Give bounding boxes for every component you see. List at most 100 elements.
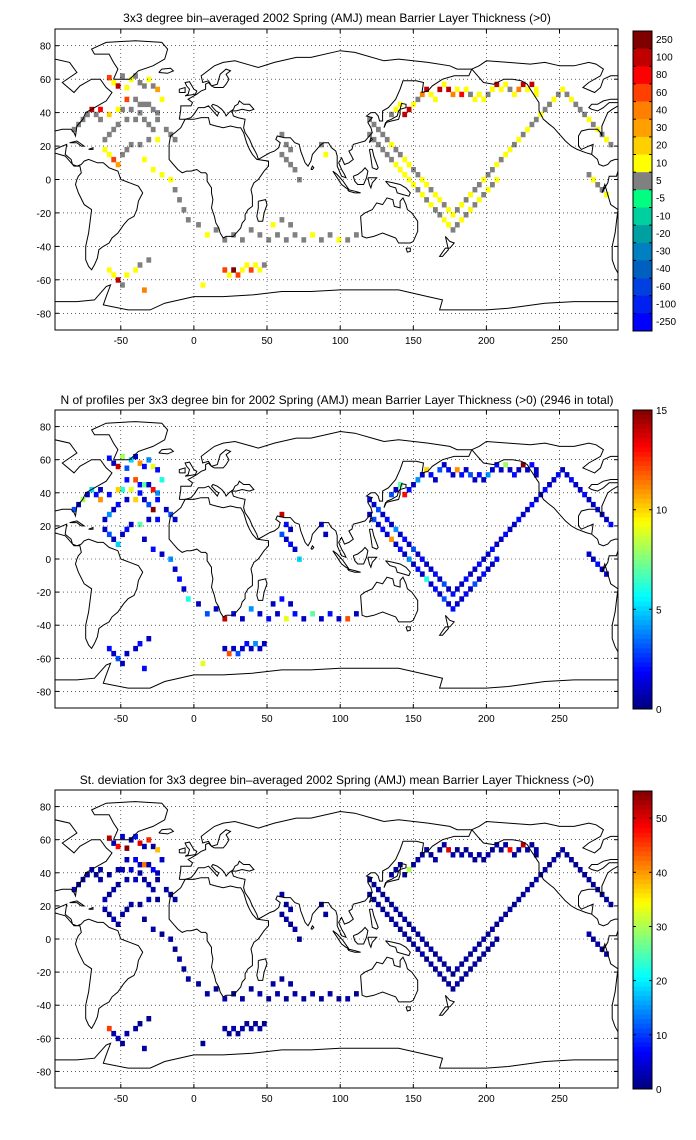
panel-3-title: St. deviation for 3x3 degree bin–average… [80,773,594,787]
data-cell [204,611,210,617]
y-tick-label: 40 [40,109,52,120]
data-cell [106,111,112,118]
data-cell [384,151,390,158]
colorbar-swatch [633,480,652,486]
data-cell [204,232,210,238]
colorbar-label: -30 [656,247,671,258]
data-cell [168,936,174,942]
data-cell [115,161,121,168]
colorbar-label: 10 [656,1031,668,1042]
data-cell [590,936,596,942]
coastline [360,956,419,1003]
data-cell [142,101,147,108]
data-cell [106,911,112,918]
data-cell [146,881,152,888]
data-cell [142,463,147,470]
data-cell [279,151,285,158]
colorbar-swatch [633,620,652,626]
data-cell [450,591,456,597]
data-cell [419,571,425,577]
coastline [367,556,378,569]
data-cell [463,467,469,473]
data-cell [270,981,276,987]
data-cell [367,131,372,138]
colorbar-swatch [633,879,652,885]
data-cell [261,641,267,647]
data-cell [172,896,178,903]
data-cell [85,491,90,498]
colorbar-label: 30 [656,123,668,134]
data-cell [577,867,583,873]
data-cell [115,541,121,547]
data-cell [402,172,408,178]
data-cell [231,232,236,238]
data-cell [155,847,160,853]
data-cell [424,182,429,188]
data-cell [494,81,500,88]
data-cell [463,847,469,853]
data-cell [371,501,377,508]
data-cell [389,916,394,922]
data-cell [525,467,530,473]
colorbar-label: 10 [656,506,668,517]
data-cell [433,586,438,592]
data-cell [133,73,138,79]
data-cell [490,926,495,932]
data-cell [424,86,429,93]
data-cell [115,501,121,508]
colorbar-swatch [633,666,652,673]
y-tick-label: -60 [37,276,52,287]
coastline [383,868,401,888]
data-cell [172,187,178,193]
data-cell [380,526,386,533]
data-cell [319,996,324,1002]
data-cell [279,976,285,982]
colorbar-swatch [633,893,652,899]
data-cell [533,116,539,123]
colorbar-swatch [633,870,652,876]
data-cell [512,521,517,528]
data-cell [476,182,482,188]
data-cell [437,86,443,93]
data-cell [595,941,601,947]
data-cell [257,991,263,997]
data-cell [389,536,394,542]
panel-1: 3x3 degree bin–averaged 2002 Spring (AMJ… [37,11,677,347]
x-tick-label: 150 [405,336,422,347]
data-cell [354,232,359,238]
data-cell [248,645,254,652]
data-cell [476,561,482,567]
colorbar-swatch [633,442,652,448]
colorbar-swatch [633,1061,652,1067]
data-cell [547,862,552,868]
data-cell [476,576,482,582]
data-cell [582,111,587,118]
data-cell [590,121,596,128]
data-cell [111,506,117,513]
coastline [178,467,186,474]
data-cell [389,156,394,163]
data-cell [283,916,289,922]
colorbar-swatch [633,489,652,495]
colorbar-label: 10 [656,158,668,169]
colorbar-label: 5 [656,605,662,616]
data-cell [446,966,451,972]
data-cell [459,961,465,967]
data-cell [433,477,438,483]
y-tick-label: -80 [37,687,52,698]
data-cell [279,511,285,518]
data-cell [283,616,289,622]
data-cell [279,596,285,602]
coastline [168,497,269,618]
data-cell [424,197,429,203]
data-cell [354,611,359,617]
data-cell [547,101,552,108]
data-cell [415,946,421,952]
data-cell [106,491,112,498]
data-cell [106,75,112,81]
data-cell [124,1030,130,1037]
data-cell [115,843,121,850]
panel-3-grid [55,790,618,1088]
y-tick-label: 20 [40,902,52,913]
